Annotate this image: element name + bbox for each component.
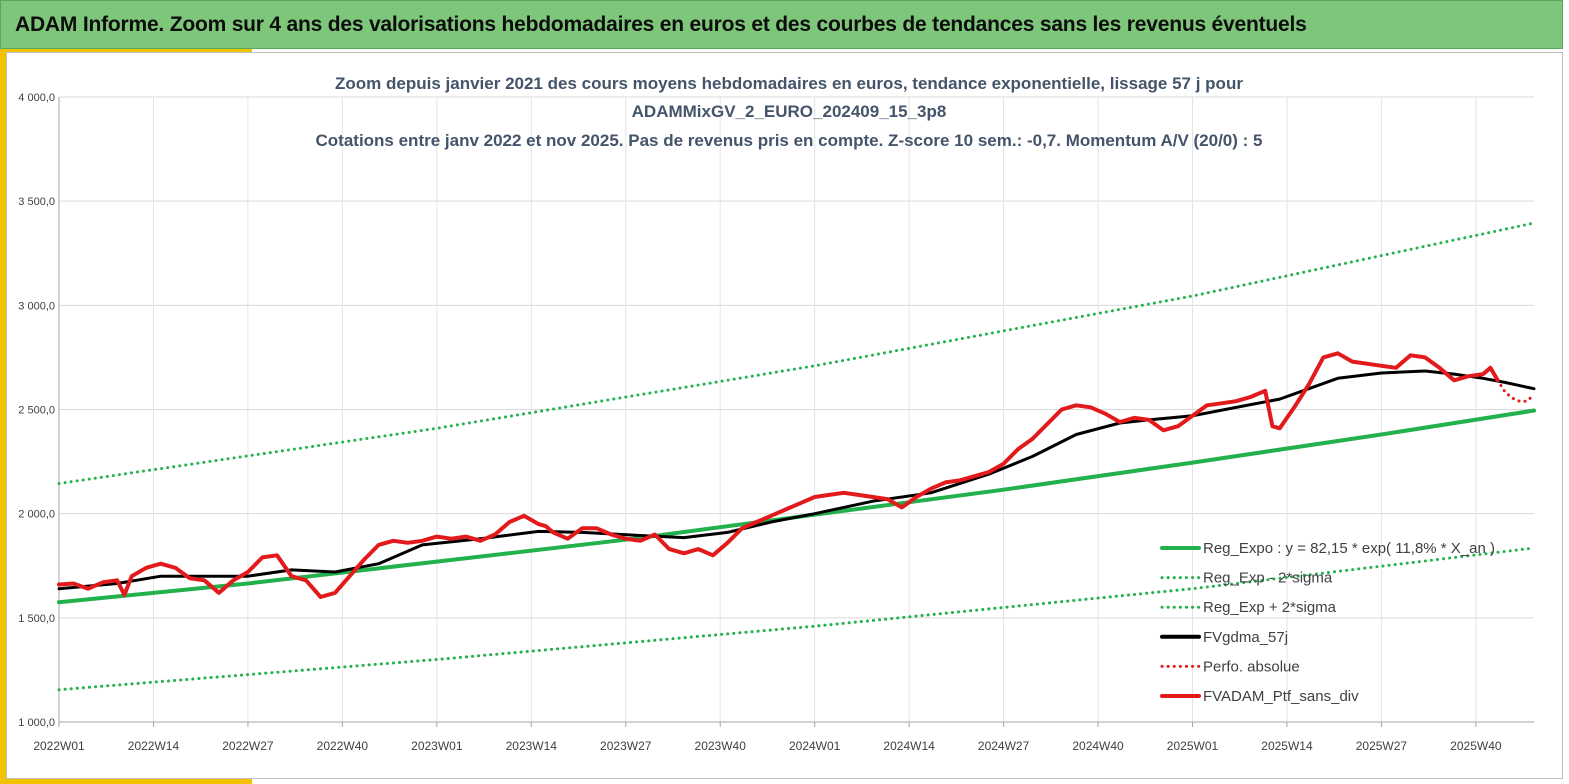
legend: Reg_Expo : y = 82,15 * exp( 11,8% * X_an… (1160, 540, 1495, 705)
series-line-fvgdma-57j (57, 369, 1536, 591)
x-tick-label: 2023W40 (695, 739, 747, 753)
legend-label: FVgdma_57j (1203, 629, 1288, 646)
x-tick-label: 2022W14 (128, 739, 180, 753)
chart-title-line-2: ADAMMixGV_2_EURO_202409_15_3p8 (632, 102, 947, 121)
y-tick-label: 4 000,0 (18, 92, 55, 104)
decor-accent-top (0, 49, 252, 53)
x-tick-label: 2025W40 (1450, 739, 1502, 753)
x-tick-label: 2025W27 (1356, 739, 1408, 753)
x-tick-label: 2023W27 (600, 739, 652, 753)
x-tick-label: 2024W27 (978, 739, 1030, 753)
y-tick-label: 1 500,0 (18, 613, 55, 625)
x-tick-label: 2022W27 (222, 739, 274, 753)
x-tick-label: 2025W14 (1261, 739, 1313, 753)
x-tick-label: 2022W40 (317, 739, 369, 753)
legend-label: Reg_Expo : y = 82,15 * exp( 11,8% * X_an… (1203, 540, 1495, 557)
legend-label: Reg_Exp + 2*sigma (1203, 599, 1337, 616)
page-banner: ADAM Informe. Zoom sur 4 ans des valoris… (0, 0, 1563, 49)
x-tick-label: 2024W01 (789, 739, 841, 753)
x-tick-label: 2024W40 (1072, 739, 1124, 753)
x-tick-label: 2022W01 (33, 739, 85, 753)
x-tick-label: 2023W01 (411, 739, 463, 753)
line-chart: Zoom depuis janvier 2021 des cours moyen… (18, 74, 1536, 753)
chart-title-line-3: Cotations entre janv 2022 et nov 2025. P… (316, 131, 1263, 150)
axes: 1 000,0 1 500,0 2 000,0 2 500,0 3 000,0 3 500… (18, 92, 1534, 753)
chart-frame: Zoom depuis janvier 2021 des cours moyen… (6, 52, 1563, 779)
series-line-fvadam-ptf-sans-div (57, 351, 1500, 599)
decor-accent-bottom (0, 779, 252, 784)
x-tick-label: 2024W14 (883, 739, 935, 753)
grid-layer (58, 96, 1534, 723)
legend-label: Reg_Exp - 2*sigma (1203, 570, 1333, 587)
y-tick-label: 1 000,0 (18, 717, 55, 729)
x-tick-label: 2023W14 (506, 739, 558, 753)
series-layer (57, 221, 1536, 692)
decor-accent-left (0, 49, 6, 784)
y-tick-label: 3 500,0 (18, 196, 55, 208)
series-line-perfo-absolue (1496, 378, 1536, 403)
legend-label: FVADAM_Ptf_sans_div (1203, 688, 1359, 705)
y-tick-label: 2 500,0 (18, 405, 55, 417)
chart-title-line-1: Zoom depuis janvier 2021 des cours moyen… (335, 74, 1243, 93)
y-tick-label: 2 000,0 (18, 509, 55, 521)
legend-label: Perfo. absolue (1203, 658, 1300, 675)
y-tick-label: 3 000,0 (18, 300, 55, 312)
chart-title: Zoom depuis janvier 2021 des cours moyen… (316, 74, 1263, 150)
banner-title: ADAM Informe. Zoom sur 4 ans des valoris… (15, 12, 1307, 36)
x-tick-label: 2025W01 (1167, 739, 1219, 753)
